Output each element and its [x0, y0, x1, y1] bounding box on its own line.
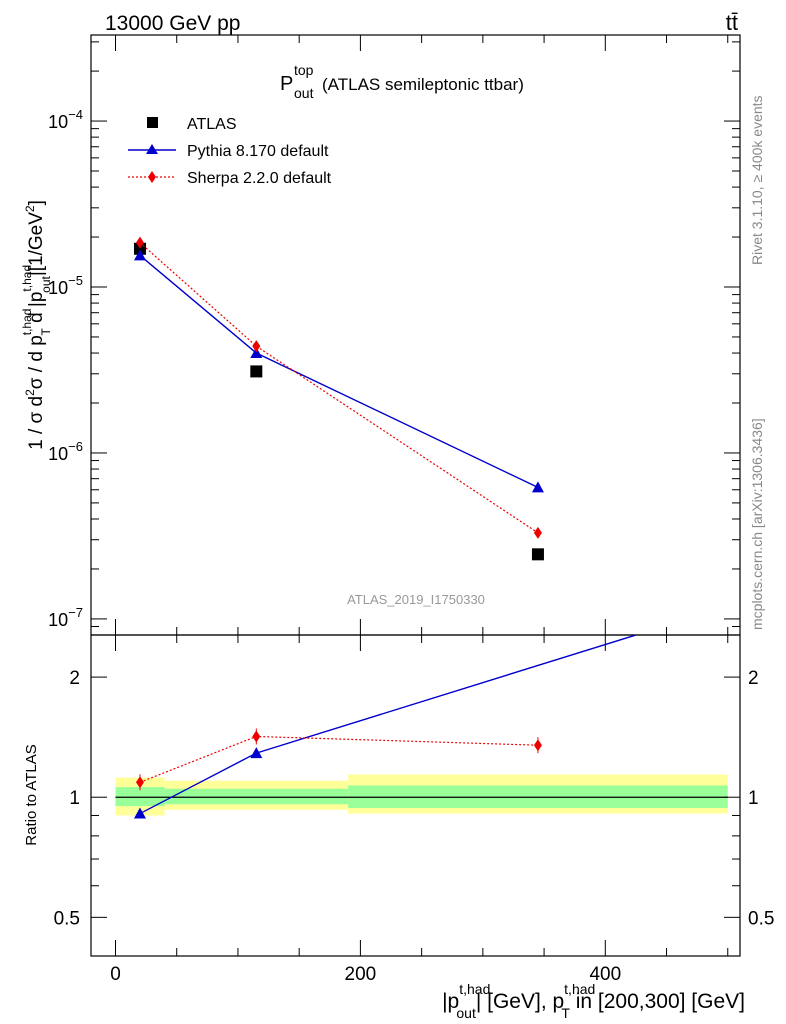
- main-y-tick-label: 10−4: [48, 107, 83, 132]
- data-point-sherpa: [533, 526, 542, 539]
- plot-title-main: P: [280, 73, 293, 95]
- main-bands-layer: [115, 774, 728, 816]
- legend-marker-atlas: [147, 117, 158, 128]
- analysis-watermark: ATLAS_2019_I1750330: [347, 592, 485, 607]
- main-y-tick-label: 10−5: [48, 273, 83, 298]
- ratio-y-tick-label-right: 1: [748, 788, 759, 809]
- plot-title-note: (ATLAS semileptonic ttbar): [322, 75, 524, 94]
- x-axis-label-part2: | [GeV], p: [476, 990, 564, 1013]
- x-tick-label: 400: [589, 964, 621, 985]
- ratio-point-pythia: [250, 747, 263, 759]
- main-y-tick-label: 10−7: [48, 605, 83, 630]
- legend-label-pythia: Pythia 8.170 default: [187, 143, 329, 160]
- ratio-y-tick-label: 1: [69, 788, 80, 809]
- x-axis-label-sub1: out: [456, 1005, 476, 1021]
- ratio-point-sherpa: [533, 739, 542, 752]
- plot-title-sup: top: [294, 62, 314, 78]
- x-axis-label-sup1: t,had: [459, 981, 490, 997]
- series-line-triangle: [139, 254, 539, 489]
- process-label: tt̄: [726, 10, 738, 35]
- uncertainty-band-green: [164, 788, 349, 805]
- data-point-sherpa: [252, 340, 261, 353]
- x-axis-label-part1: |p: [442, 990, 459, 1013]
- data-point-pythia: [531, 481, 544, 493]
- ratio-point-sherpa: [135, 776, 144, 789]
- ratio-plot-frame: [90, 634, 741, 957]
- data-point-atlas: [250, 365, 263, 378]
- x-axis-label-part3: in [200,300] [GeV]: [570, 990, 745, 1013]
- main-y-axis-label: 1 / σ d2σ / d pt,had T d |pt,had out|[1/Ge…: [20, 200, 53, 450]
- ratio-y-tick-label-right: 2: [748, 668, 759, 689]
- series-line-diamond: [139, 242, 539, 534]
- plot-title: P top out (ATLAS semileptonic ttbar): [280, 62, 524, 101]
- legend-marker-pythia: [146, 144, 158, 154]
- main-y-tick-label: 10−6: [48, 439, 83, 464]
- energy-label: 13000 GeV pp: [105, 12, 240, 35]
- mcplots-label: mcplots.cern.ch [arXiv:1306.3436]: [749, 418, 765, 630]
- data-point-pythia: [250, 347, 263, 359]
- data-point-pythia: [133, 249, 146, 261]
- legend-marker-sherpa: [148, 171, 156, 183]
- data-point-sherpa: [135, 236, 144, 249]
- uncertainty-band-green: [115, 787, 165, 807]
- rivet-label: Rivet 3.1.10, ≥ 400k events: [749, 95, 765, 265]
- data-point-atlas: [531, 548, 544, 561]
- ratio-point-sherpa: [252, 730, 261, 743]
- ratio-y-tick-label: 0.5: [54, 908, 80, 929]
- legend-label-sherpa: Sherpa 2.2.0 default: [187, 170, 332, 187]
- ratio-point-pythia: [133, 807, 146, 819]
- main-axis-ticks: 10−4 10−5 10−6 10−7: [48, 35, 740, 636]
- x-tick-label: 200: [345, 964, 377, 985]
- x-axis-label-sup2: t,had: [564, 981, 595, 997]
- x-axis-label-sub2: T: [561, 1005, 570, 1021]
- x-tick-label: 0: [110, 964, 121, 985]
- plot-title-sub: out: [294, 85, 314, 101]
- legend: ATLAS Pythia 8.170 default Sherpa 2.2.0 …: [128, 116, 332, 187]
- main-series-layer: [133, 236, 544, 561]
- x-axis-label: |pt,had out| [GeV], pt,had T in [200,300] …: [442, 981, 745, 1021]
- ratio-axis-ticks: 2 2 1 1 0.5 0.5 0 200 400: [54, 635, 774, 985]
- ratio-y-axis-label: Ratio to ATLAS: [23, 744, 40, 845]
- ratio-series-layer: [133, 634, 637, 819]
- ratio-y-tick-label-right: 0.5: [748, 908, 774, 929]
- legend-label-atlas: ATLAS: [187, 116, 237, 133]
- ratio-y-tick-label: 2: [69, 668, 80, 689]
